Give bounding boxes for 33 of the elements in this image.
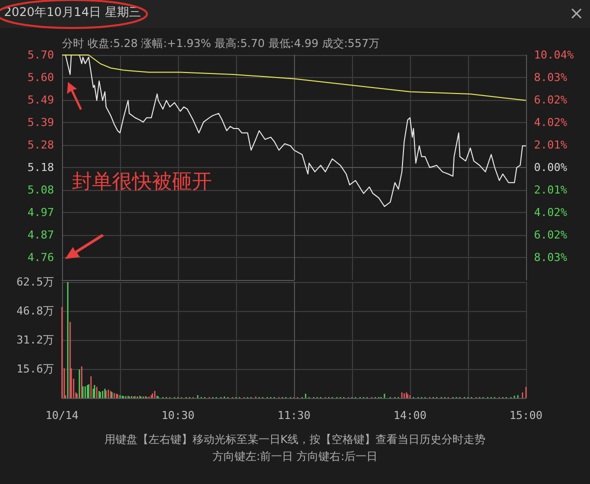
y-tick-label: 5.08 bbox=[28, 184, 54, 196]
x-tick-label: 14:00 bbox=[393, 409, 427, 422]
text: 2.01% bbox=[534, 184, 568, 197]
x-tick-label: 15:00 bbox=[509, 409, 543, 422]
y-tick-label: 5.70 bbox=[28, 48, 54, 62]
y-tick-label: 5.39 bbox=[28, 116, 54, 129]
text: 0.00% bbox=[534, 161, 568, 174]
y-tick-label: 4.87 bbox=[28, 228, 54, 242]
text: 用键盘【左右键】移动光标至某一日K线，按【空格键】查看当日历史分时走势 bbox=[103, 432, 487, 447]
chart-subtitle: 分时 收盘:5.28 涨幅:+1.93% 最高:5.70 最低:4.99 成交:557万 bbox=[62, 36, 380, 51]
y-tick-label: 5.18 bbox=[28, 161, 54, 174]
y-tick-label: 15.6万 bbox=[16, 362, 54, 376]
annotation: 封单很快被砸开 bbox=[72, 168, 212, 195]
y-tick-label: 5.49 bbox=[28, 94, 54, 106]
text: 2.01% bbox=[534, 138, 568, 152]
text: 方向键左:前一日 方向键右:后一日 bbox=[212, 449, 378, 464]
x-tick-label: 10:30 bbox=[161, 409, 195, 422]
y-tick-label: 62.5万 bbox=[16, 276, 54, 288]
text: 10.04% bbox=[534, 48, 574, 62]
y-tick-label: 4.97 bbox=[28, 206, 54, 219]
y-tick-label: 4.76 bbox=[28, 251, 54, 264]
text: 8.03% bbox=[534, 250, 568, 264]
text: 6.02% bbox=[534, 228, 568, 242]
text: 8.03% bbox=[534, 71, 568, 84]
x-tick-label: 11:30 bbox=[277, 409, 311, 422]
y-tick-label: 5.60 bbox=[28, 71, 54, 84]
y-tick-label: 46.8万 bbox=[16, 304, 54, 318]
text: 4.02% bbox=[534, 206, 568, 220]
x-tick-label: 10/14 bbox=[45, 409, 79, 422]
text: 4.02% bbox=[534, 116, 568, 129]
text: 6.02% bbox=[534, 94, 568, 107]
y-tick-label: 31.2万 bbox=[16, 334, 54, 347]
y-tick-label: 5.28 bbox=[28, 138, 54, 152]
